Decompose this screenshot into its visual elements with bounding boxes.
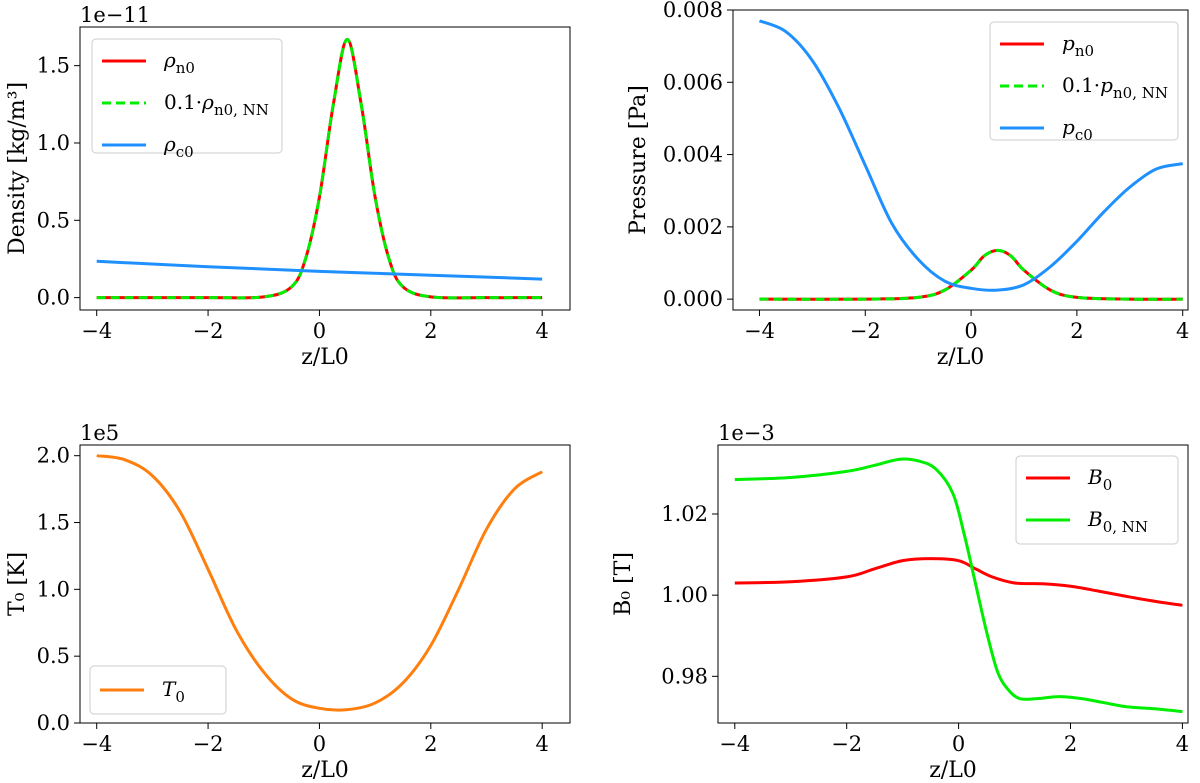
- y-tick-label: 1.02: [661, 502, 708, 526]
- series-line-2: [96, 259, 543, 281]
- x-axis-label: z/L0: [937, 345, 985, 370]
- y-tick-label: 1.5: [37, 511, 70, 535]
- density-panel: −4 −2 0 2 4 0.0 0.5 1.0 1.5 z/L0 Density [kg/m³] 1e…: [5, 3, 571, 370]
- axes-frame: [79, 444, 571, 724]
- y-tick-label: 0.000: [663, 287, 723, 311]
- y-tick-label: 1.5: [37, 54, 70, 78]
- x-axis-label: z/L0: [301, 758, 349, 783]
- y-tick-label: 1.0: [37, 131, 70, 155]
- y-tick-label: 0.006: [663, 70, 723, 94]
- legend-box: [989, 21, 1179, 141]
- y-tick-label: 0.98: [661, 664, 708, 688]
- legend-label-1: 0.1·pn0, NN: [1062, 73, 1168, 102]
- y-axis-label: Density [kg/m³]: [5, 82, 30, 255]
- x-tick-label: 0: [952, 732, 965, 756]
- y-tick-label: 0.0: [37, 711, 70, 735]
- x-tick-label: 2: [424, 319, 437, 343]
- legend-label-2: pc0: [1062, 115, 1093, 144]
- x-tick-label: −4: [81, 732, 112, 756]
- x-tick-label: −4: [81, 319, 112, 343]
- x-axis-label: z/L0: [301, 345, 349, 370]
- legend-label-1: 0.1·ρn0, NN: [164, 90, 269, 119]
- x-tick-label: 2: [1064, 732, 1077, 756]
- series-line-1: [734, 457, 1183, 714]
- series-line-1: [96, 37, 543, 300]
- x-tick-label: 2: [1070, 319, 1083, 343]
- series-line-0: [96, 454, 543, 712]
- x-tick-label: −2: [193, 319, 224, 343]
- x-tick-label: 4: [535, 319, 548, 343]
- legend-label-2: ρc0: [163, 132, 194, 161]
- y-tick-label: 0.002: [663, 215, 723, 239]
- y-offset-label: 1e−3: [718, 421, 775, 445]
- y-axis-label: Pressure [Pa]: [626, 85, 651, 235]
- series-line-1: [759, 248, 1183, 301]
- x-tick-label: −2: [831, 732, 862, 756]
- legend-label-1: B0, NN: [1087, 507, 1148, 536]
- legend-box: [91, 38, 283, 154]
- series-line-2: [758, 19, 1184, 292]
- legend-label-0: T0: [162, 677, 185, 706]
- y-axis-label: T₀ [K]: [5, 552, 30, 616]
- legend-label-0: pn0: [1062, 31, 1094, 60]
- legend-box: [89, 665, 227, 715]
- y-tick-label: 0.5: [37, 644, 70, 668]
- legend-label-0: B0: [1087, 465, 1112, 494]
- x-tick-label: −2: [193, 732, 224, 756]
- y-tick-label: 0.004: [663, 143, 723, 167]
- y-tick-label: 1.00: [661, 583, 708, 607]
- y-offset-label: 1e−11: [80, 3, 150, 27]
- y-axis-label: B₀ [T]: [611, 552, 636, 616]
- x-tick-label: −4: [744, 319, 775, 343]
- axes-frame: [79, 26, 571, 311]
- x-tick-label: 2: [424, 732, 437, 756]
- x-tick-label: −2: [850, 319, 881, 343]
- x-axis-label: z/L0: [929, 758, 977, 783]
- x-tick-label: 4: [535, 732, 548, 756]
- x-tick-label: 0: [313, 319, 326, 343]
- y-offset-label: 1e5: [80, 421, 119, 445]
- x-tick-label: −4: [719, 732, 750, 756]
- x-tick-label: 4: [1176, 319, 1189, 343]
- y-tick-label: 0.0: [37, 286, 70, 310]
- magnetic-field-panel: −4 −2 0 2 4 0.98 1.00 1.02 z/L0 B₀ [T] 1e−3 B0 B0, N…: [611, 421, 1189, 783]
- y-tick-label: 2.0: [37, 444, 70, 468]
- temperature-panel: −4 −2 0 2 4 0.0 0.5 1.0 1.5 2.0 z/L0 T₀ [K] 1e5 T0: [5, 421, 571, 783]
- y-tick-label: 0.008: [663, 0, 723, 22]
- x-tick-label: 0: [313, 732, 326, 756]
- x-tick-label: 4: [1176, 732, 1189, 756]
- x-tick-label: 0: [964, 319, 977, 343]
- series-line-0: [734, 557, 1183, 607]
- y-tick-label: 0.5: [37, 208, 70, 232]
- axes-frame: [732, 9, 1189, 311]
- axes-frame: [717, 444, 1189, 724]
- y-tick-label: 1.0: [37, 577, 70, 601]
- series-line-0: [759, 248, 1183, 301]
- legend-label-0: ρn0: [163, 48, 195, 77]
- pressure-panel: −4 −2 0 2 4 0.000 0.002 0.004 0.006 0.008 z/L0 Pres…: [626, 0, 1189, 370]
